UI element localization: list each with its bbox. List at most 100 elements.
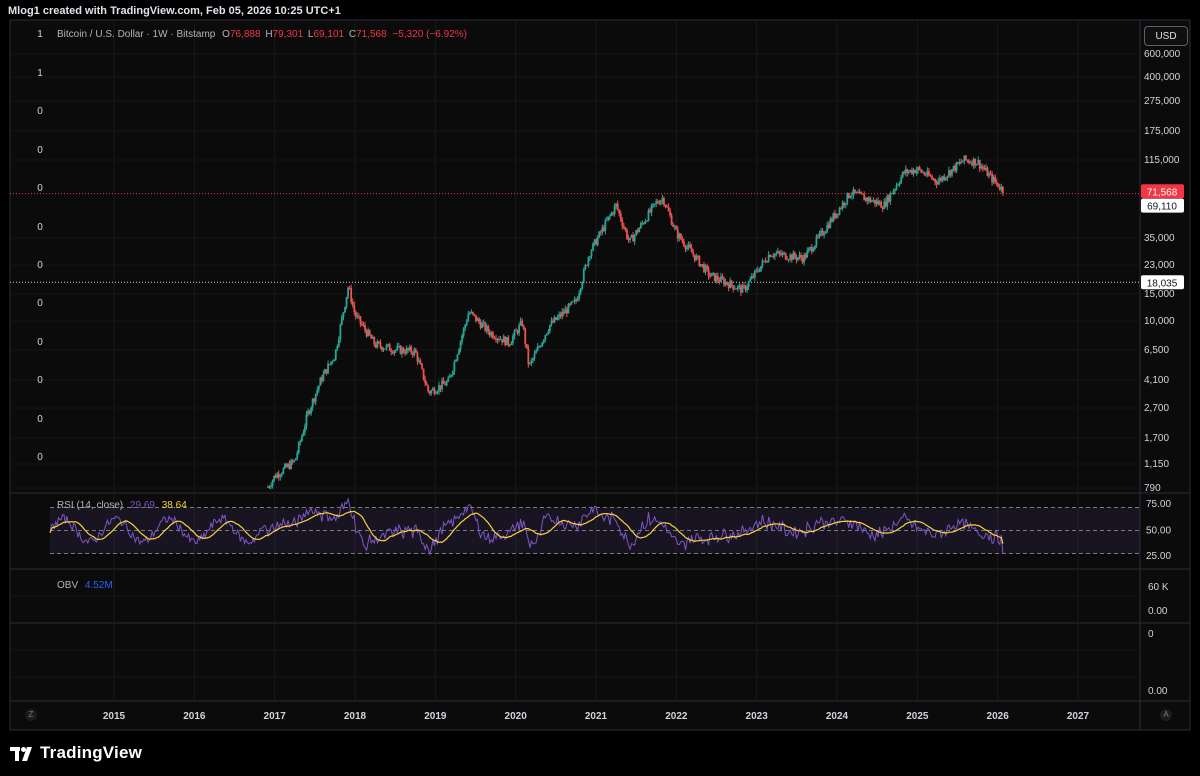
candle-body: [455, 360, 457, 362]
time-axis-label-2021: 2021: [585, 711, 608, 722]
extra-pane-axis-000: 0.00: [1148, 686, 1168, 697]
candle-body: [991, 173, 993, 183]
candle-body: [330, 361, 333, 365]
candle-body: [553, 317, 556, 323]
candle-body: [647, 210, 650, 221]
price-tick-10,000: 10,000: [1144, 316, 1175, 327]
candle-body: [488, 332, 491, 336]
candle-body: [504, 336, 507, 346]
candle-body: [384, 348, 386, 350]
candle-body: [354, 312, 357, 317]
candle-body: [797, 257, 799, 260]
candle-body: [528, 362, 531, 364]
candle-body: [293, 460, 296, 462]
candle-body: [684, 245, 687, 250]
candle-body: [405, 348, 408, 354]
candle-body: [860, 191, 863, 194]
candle-body: [304, 426, 306, 433]
candle-body: [379, 342, 382, 347]
candle-body: [361, 323, 363, 325]
candle-body: [353, 305, 356, 313]
candle-body: [755, 269, 758, 271]
candle-body: [478, 318, 480, 323]
candle-body: [892, 190, 895, 194]
candle-body: [444, 383, 447, 386]
candle-body: [809, 246, 812, 249]
candle-body: [931, 176, 933, 179]
candle-body: [698, 256, 701, 267]
candle-body: [918, 167, 921, 170]
candle-body: [387, 344, 390, 346]
candle-body: [467, 314, 470, 322]
candle-body: [687, 244, 690, 247]
candle-body: [493, 337, 496, 339]
candle-body: [492, 332, 494, 338]
candle-body: [912, 169, 915, 174]
time-axis-label-2020: 2020: [505, 711, 528, 722]
candle-body: [607, 216, 610, 221]
price-tick-400,000: 400,000: [1144, 72, 1181, 83]
candle-body: [992, 176, 995, 183]
candle-body: [850, 195, 853, 197]
candle-body: [818, 232, 821, 237]
candle-body: [327, 363, 329, 374]
open-value: 76,888: [229, 29, 261, 40]
candle-body: [934, 178, 936, 183]
candle-body: [277, 473, 280, 478]
candle-body: [482, 322, 485, 324]
candle-body: [285, 464, 288, 468]
candle-body: [713, 272, 716, 282]
candle-body: [535, 350, 537, 354]
candle-body: [968, 160, 970, 163]
candle-body: [481, 323, 484, 329]
candle-body: [572, 301, 574, 303]
candle-body: [602, 227, 605, 231]
candle-body: [450, 374, 453, 377]
candle-body: [453, 361, 456, 372]
candle-body: [790, 254, 793, 260]
candle-body: [596, 237, 599, 245]
candle-body: [838, 208, 841, 215]
time-axis-label-2016: 2016: [183, 711, 206, 722]
candle-body: [664, 204, 667, 207]
candle-body: [746, 287, 749, 291]
auto-scale-left-button[interactable]: Z: [25, 709, 37, 721]
candle-body: [515, 330, 517, 332]
candle-body: [367, 329, 370, 337]
candle-body: [732, 285, 735, 290]
candle-body: [328, 363, 331, 365]
candle-body: [487, 326, 490, 333]
candle-body: [673, 226, 676, 228]
candle-body: [837, 213, 839, 215]
candle-body: [891, 193, 893, 194]
candle-body: [798, 255, 801, 258]
candle-body: [502, 336, 505, 343]
candle-body: [522, 325, 525, 329]
candle-body: [561, 311, 564, 317]
candle-body: [744, 285, 747, 291]
candle-body: [581, 282, 584, 289]
candle-body: [447, 377, 450, 382]
candle-body: [456, 354, 459, 361]
candle-body: [496, 338, 499, 341]
candle-body: [615, 203, 618, 206]
candle-body: [479, 322, 482, 329]
candle-body: [413, 349, 416, 355]
candle-body: [915, 170, 918, 174]
candle-body: [960, 161, 963, 163]
candle-body: [686, 246, 688, 250]
left-scale-label: 0: [37, 452, 43, 463]
candle-body: [977, 159, 980, 164]
chart-header-title: Mlog1 created with TradingView.com, Feb …: [8, 5, 341, 17]
currency-button[interactable]: USD: [1144, 26, 1188, 46]
candle-body: [952, 165, 955, 170]
candle-body: [305, 414, 308, 427]
candle-body: [626, 229, 628, 239]
candle-body: [418, 360, 420, 362]
candle-body: [433, 388, 436, 394]
candle-body: [411, 352, 414, 355]
auto-scale-right-button[interactable]: A: [1160, 709, 1172, 721]
candle-body: [690, 247, 693, 253]
price-tick-23,000: 23,000: [1144, 260, 1175, 271]
